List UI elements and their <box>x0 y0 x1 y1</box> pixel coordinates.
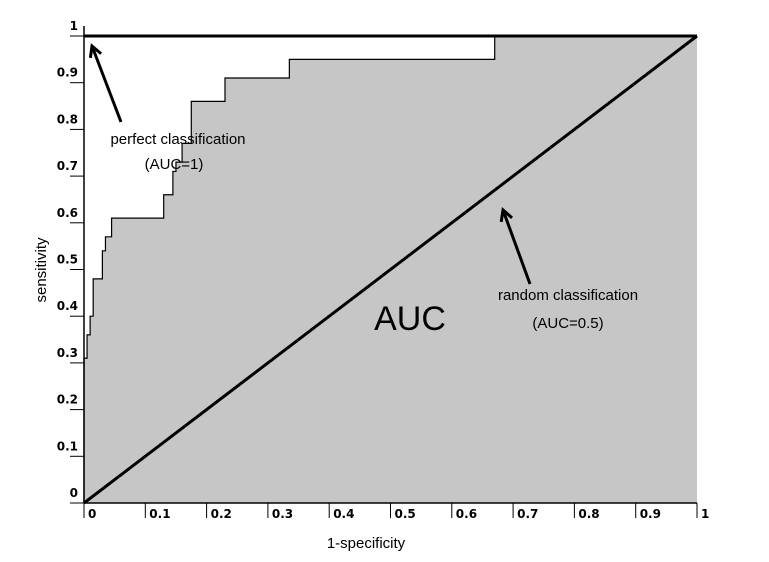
y-tick-label: 0.1 <box>57 439 78 453</box>
x-tick-label: 0.1 <box>149 507 170 521</box>
auc-area-label: AUC <box>374 300 446 338</box>
x-tick-label: 0.7 <box>517 507 538 521</box>
y-tick-label: 0.8 <box>57 112 78 126</box>
y-tick-label: 0.5 <box>57 253 78 267</box>
random-classification-arrow <box>501 209 532 285</box>
y-axis-label: sensitivity <box>33 237 50 303</box>
x-axis: 0 0.1 0.2 0.3 0.4 0.5 0.6 0.7 0.8 0.9 1 <box>83 502 709 521</box>
x-tick-label: 0.8 <box>578 507 599 521</box>
random-classification-line <box>83 34 698 505</box>
y-tick-label: 1 <box>70 19 78 33</box>
x-tick-label: 0.2 <box>211 507 232 521</box>
random-classification-arrow-head <box>499 207 514 223</box>
x-tick-label: 0 <box>88 507 96 521</box>
y-tick-label: 0.4 <box>57 299 78 313</box>
roc-curve <box>83 35 697 503</box>
x-tick-label: 0.5 <box>395 507 416 521</box>
y-tick-label: 0 <box>70 486 78 500</box>
y-tick-label: 0.6 <box>57 206 78 220</box>
random-classification-auc-label: (AUC=0.5) <box>532 315 603 332</box>
y-tick-label: 0.2 <box>57 393 78 407</box>
perfect-classification-arrow <box>90 45 123 123</box>
perfect-classification-arrow-head <box>88 43 103 59</box>
x-tick-label: 0.4 <box>333 507 354 521</box>
y-tick-label: 0.9 <box>57 66 78 80</box>
y-tick-label: 0.7 <box>57 159 78 173</box>
perfect-classification-auc-label: (AUC=1) <box>145 156 204 173</box>
y-tick-label: 0.3 <box>57 346 78 360</box>
random-classification-label: random classification <box>498 287 638 304</box>
x-tick-label: 0.3 <box>272 507 293 521</box>
x-tick-label: 0.6 <box>456 507 477 521</box>
x-tick-label: 1 <box>701 507 709 521</box>
x-tick-label: 0.9 <box>640 507 661 521</box>
x-axis-label: 1-specificity <box>327 535 406 552</box>
y-axis: 0 0.1 0.2 0.3 0.4 0.5 0.6 0.7 0.8 0.9 1 <box>57 19 85 504</box>
plot-area <box>83 34 698 505</box>
perfect-classification-label: perfect classification <box>110 131 245 148</box>
